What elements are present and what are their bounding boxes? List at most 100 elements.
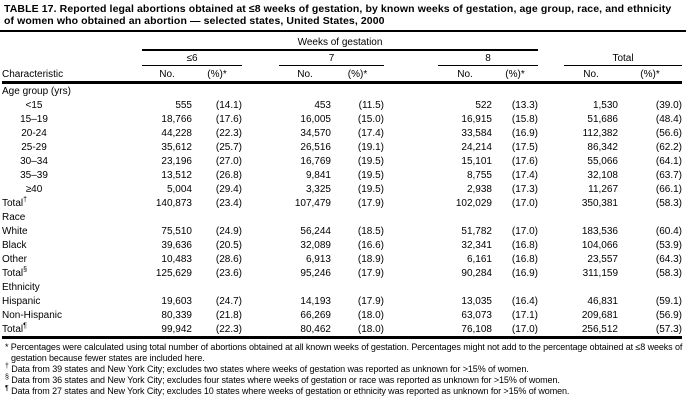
subheader-row: Characteristic No. (%)* No. (%)* No. (%)… [2, 65, 682, 84]
section-label: Ethnicity [2, 282, 40, 293]
column-spacer [384, 224, 438, 238]
column-spacer [384, 126, 438, 140]
cell-percent: (19.5) [357, 170, 384, 181]
cell-percent: (29.4) [215, 184, 242, 195]
table-row: 15–19 18,766 (17.6) 16,005 (15.0) 16,915 (15.8… [2, 112, 682, 126]
cell-percent: (16.8) [511, 254, 538, 265]
col-header-pct: (%)* [618, 65, 682, 84]
cell-number: 18,766 [161, 114, 192, 125]
column-spacer [242, 294, 279, 308]
row-label: <15 [2, 98, 142, 112]
cell-number: 112,382 [582, 128, 618, 139]
cell-number: 56,244 [300, 226, 331, 237]
footnote-marker: § [5, 374, 9, 381]
cell-number: 24,214 [461, 142, 492, 153]
column-spacer [242, 252, 279, 266]
column-spacer [538, 154, 564, 168]
table-row: ≥40 5,004 (29.4) 3,325 (19.5) 2,938 (17.3) 11,2… [2, 182, 682, 196]
cell-number: 51,782 [461, 226, 492, 237]
row-label: 35–39 [2, 168, 142, 182]
column-spacer [242, 126, 279, 140]
cell-number: 8,755 [466, 170, 492, 181]
cell-percent: (58.3) [655, 198, 682, 209]
cell-number: 51,686 [587, 114, 618, 125]
cell-percent: (58.3) [655, 268, 682, 279]
cell-percent: (19.5) [357, 156, 384, 167]
footnote-marker: ¶ [5, 385, 9, 392]
cell-percent: (62.2) [655, 142, 682, 153]
table-row: 25-29 35,612 (25.7) 26,516 (19.1) 24,214 (17.5… [2, 140, 682, 154]
cell-number: 102,029 [455, 198, 492, 209]
column-spacer [384, 196, 438, 210]
cell-number: 209,681 [581, 310, 618, 321]
cell-percent: (60.4) [655, 226, 682, 237]
cell-percent: (64.3) [655, 254, 682, 265]
column-spacer [538, 196, 564, 210]
cell-percent: (14.1) [215, 100, 242, 111]
cell-number: 10,483 [161, 254, 192, 265]
column-spacer [242, 154, 279, 168]
row-label-text: 30–34 [20, 156, 48, 167]
column-spacer [538, 308, 564, 322]
cell-percent: (25.7) [215, 142, 242, 153]
cell-number: 13,035 [461, 296, 492, 307]
row-label: 20-24 [2, 126, 142, 140]
cell-percent: (13.3) [511, 100, 538, 111]
cell-number: 15,101 [461, 156, 492, 167]
cell-percent: (15.0) [357, 114, 384, 125]
cell-number: 9,841 [305, 170, 331, 181]
column-spacer [384, 266, 438, 280]
column-spacer [242, 140, 279, 154]
cell-percent: (23.6) [215, 268, 242, 279]
cell-percent: (16.6) [357, 240, 384, 251]
cell-percent: (23.4) [215, 198, 242, 209]
footnote-marker: * [5, 342, 9, 352]
cell-number: 1,530 [592, 100, 618, 111]
column-spacer [242, 196, 279, 210]
column-spacer [384, 140, 438, 154]
column-spacer [538, 252, 564, 266]
cell-percent: (63.7) [655, 170, 682, 181]
group-header-row: ≤6 7 8 Total [2, 50, 682, 66]
cell-number: 63,073 [461, 310, 492, 321]
cell-number: 19,603 [161, 296, 192, 307]
group-label-7: 7 [279, 50, 384, 66]
cell-percent: (17.0) [511, 226, 538, 237]
cell-percent: (21.8) [215, 310, 242, 321]
table-row: 20-24 44,228 (22.3) 34,570 (17.4) 33,584 (16.9… [2, 126, 682, 140]
column-spacer [242, 224, 279, 238]
footnote-marker: † [23, 196, 28, 204]
cell-number: 80,462 [279, 322, 331, 339]
col-header-no: No. [142, 65, 192, 84]
cell-number: 75,510 [161, 226, 192, 237]
cell-percent: (17.4) [357, 128, 384, 139]
footnote-text: Data from 36 states and New York City; e… [8, 375, 560, 385]
footnote-text: Percentages were calculated using total … [8, 342, 683, 363]
cell-percent: (11.5) [358, 100, 384, 111]
table-row: Black 39,636 (20.5) 32,089 (16.6) 32,341 (16.8… [2, 238, 682, 252]
cell-percent: (27.0) [215, 156, 242, 167]
cell-number: 95,246 [300, 268, 331, 279]
column-spacer [242, 112, 279, 126]
footnote: † Data from 39 states and New York City;… [3, 363, 684, 375]
column-spacer [242, 308, 279, 322]
column-spacer [538, 112, 564, 126]
column-spacer [384, 238, 438, 252]
cell-percent: (18.9) [357, 254, 384, 265]
cell-percent: (17.3) [511, 184, 538, 195]
cell-number: 140,873 [155, 198, 192, 209]
cell-number: 311,159 [582, 268, 618, 279]
table-body: Age group (yrs) <15 555 (14.1) 453 (11.5) 522 (… [2, 83, 682, 339]
column-spacer [384, 322, 438, 339]
table-row: White 75,510 (24.9) 56,244 (18.5) 51,782 (17.0… [2, 224, 682, 238]
cell-percent: (48.4) [655, 114, 682, 125]
table-row: Total¶ 99,942 (22.3) 80,462 (18.0) 76,108 (17.… [2, 322, 682, 339]
column-spacer [384, 154, 438, 168]
table-row: <15 555 (14.1) 453 (11.5) 522 (13.3) 1,530 (39.0… [2, 98, 682, 112]
table-header: Weeks of gestation ≤6 7 8 Total Characte… [2, 32, 682, 84]
col-header-pct: (%)* [192, 65, 242, 84]
cell-number: 32,108 [587, 170, 618, 181]
row-label: Non-Hispanic [2, 310, 63, 321]
col-header-no: No. [564, 65, 618, 84]
